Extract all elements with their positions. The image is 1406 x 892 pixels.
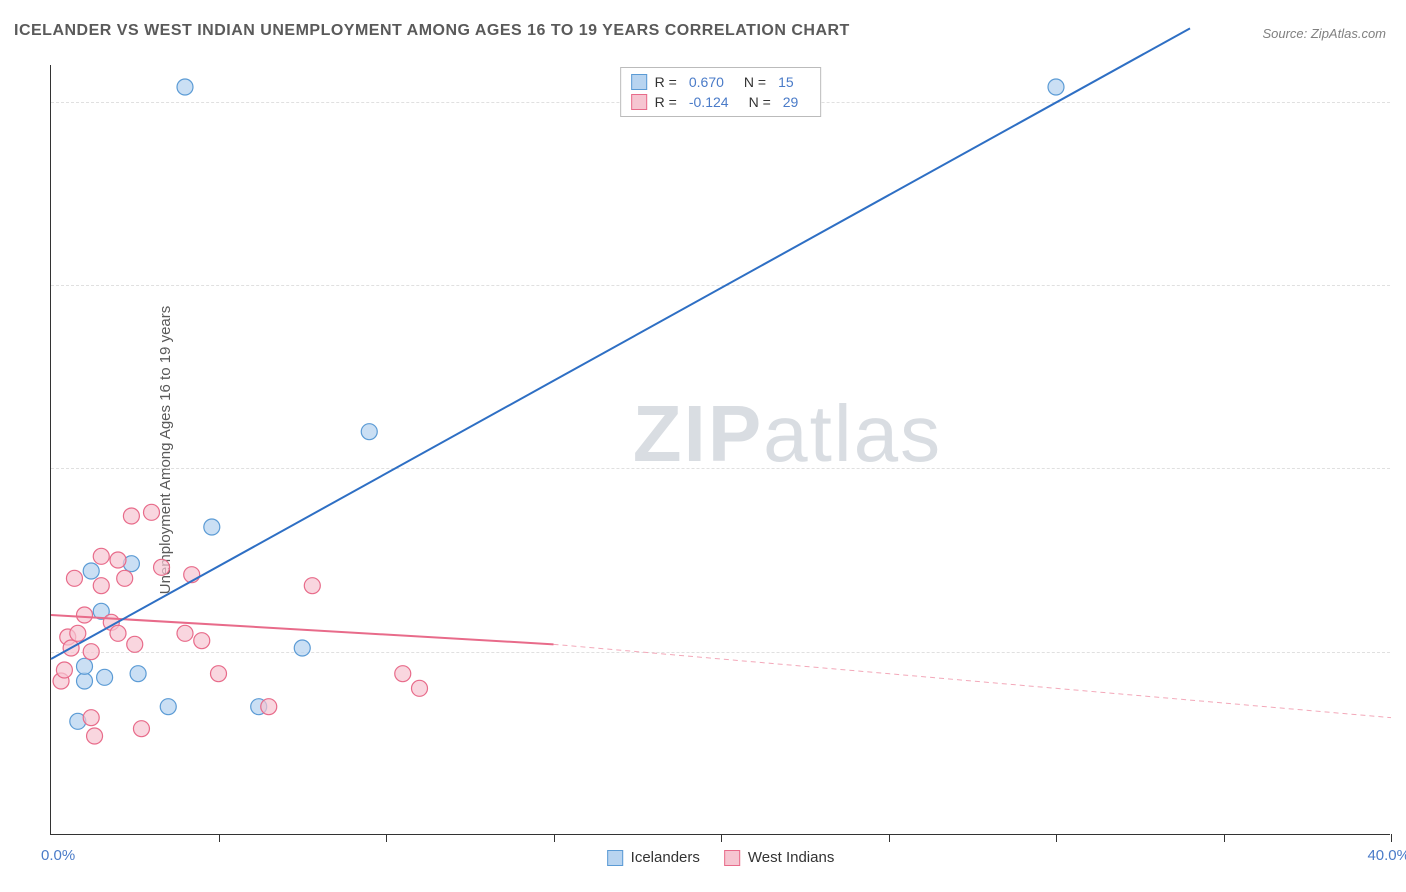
data-point bbox=[77, 607, 93, 623]
legend-swatch-westindians-icon bbox=[724, 850, 740, 866]
legend-item-icelanders: Icelanders bbox=[607, 849, 700, 866]
data-point bbox=[304, 578, 320, 594]
x-tick bbox=[1224, 834, 1225, 842]
data-point bbox=[66, 570, 82, 586]
plot-area: Unemployment Among Ages 16 to 19 years Z… bbox=[50, 65, 1390, 835]
legend-series: Icelanders West Indians bbox=[607, 849, 835, 866]
legend-stats: R = 0.670 N = 15 R = -0.124 N = 29 bbox=[620, 67, 822, 117]
data-point bbox=[93, 548, 109, 564]
data-point bbox=[395, 666, 411, 682]
data-point bbox=[83, 710, 99, 726]
data-point bbox=[97, 669, 113, 685]
data-point bbox=[83, 563, 99, 579]
trend-line bbox=[554, 644, 1392, 717]
legend-label: Icelanders bbox=[631, 849, 700, 866]
data-point bbox=[83, 644, 99, 660]
data-point bbox=[77, 673, 93, 689]
data-point bbox=[110, 625, 126, 641]
data-point bbox=[204, 519, 220, 535]
data-point bbox=[177, 79, 193, 95]
x-tick bbox=[889, 834, 890, 842]
r-label: R = bbox=[655, 94, 677, 110]
data-point bbox=[144, 504, 160, 520]
data-point bbox=[127, 636, 143, 652]
legend-swatch-icelanders-icon bbox=[607, 850, 623, 866]
data-point bbox=[93, 578, 109, 594]
n-label: N = bbox=[744, 74, 766, 90]
data-point bbox=[294, 640, 310, 656]
data-point bbox=[110, 552, 126, 568]
legend-item-westindians: West Indians bbox=[724, 849, 834, 866]
data-point bbox=[130, 666, 146, 682]
x-tick bbox=[1391, 834, 1392, 842]
r-value-2: -0.124 bbox=[689, 94, 729, 110]
data-point bbox=[412, 680, 428, 696]
data-point bbox=[70, 625, 86, 641]
data-point bbox=[56, 662, 72, 678]
n-value-2: 29 bbox=[783, 94, 799, 110]
n-label: N = bbox=[749, 94, 771, 110]
data-point bbox=[123, 508, 139, 524]
r-label: R = bbox=[655, 74, 677, 90]
x-tick bbox=[219, 834, 220, 842]
x-tick bbox=[1056, 834, 1057, 842]
n-value-1: 15 bbox=[778, 74, 794, 90]
legend-label: West Indians bbox=[748, 849, 834, 866]
data-point bbox=[87, 728, 103, 744]
x-tick bbox=[386, 834, 387, 842]
data-point bbox=[361, 424, 377, 440]
legend-swatch-westindians-icon bbox=[631, 94, 647, 110]
trend-line bbox=[51, 28, 1190, 659]
legend-stats-row-1: R = 0.670 N = 15 bbox=[631, 72, 811, 92]
legend-swatch-icelanders-icon bbox=[631, 74, 647, 90]
legend-stats-row-2: R = -0.124 N = 29 bbox=[631, 92, 811, 112]
data-point bbox=[154, 559, 170, 575]
chart-svg bbox=[51, 65, 1390, 834]
data-point bbox=[177, 625, 193, 641]
x-tick bbox=[554, 834, 555, 842]
data-point bbox=[77, 658, 93, 674]
data-point bbox=[211, 666, 227, 682]
x-tick bbox=[721, 834, 722, 842]
r-value-1: 0.670 bbox=[689, 74, 724, 90]
data-point bbox=[117, 570, 133, 586]
chart-title: ICELANDER VS WEST INDIAN UNEMPLOYMENT AM… bbox=[14, 22, 850, 40]
data-point bbox=[261, 699, 277, 715]
data-point bbox=[133, 721, 149, 737]
data-point bbox=[1048, 79, 1064, 95]
data-point bbox=[194, 633, 210, 649]
data-point bbox=[160, 699, 176, 715]
source-text: Source: ZipAtlas.com bbox=[1262, 26, 1386, 41]
x-axis-max-label: 40.0% bbox=[1367, 847, 1406, 864]
x-axis-min-label: 0.0% bbox=[41, 847, 75, 864]
